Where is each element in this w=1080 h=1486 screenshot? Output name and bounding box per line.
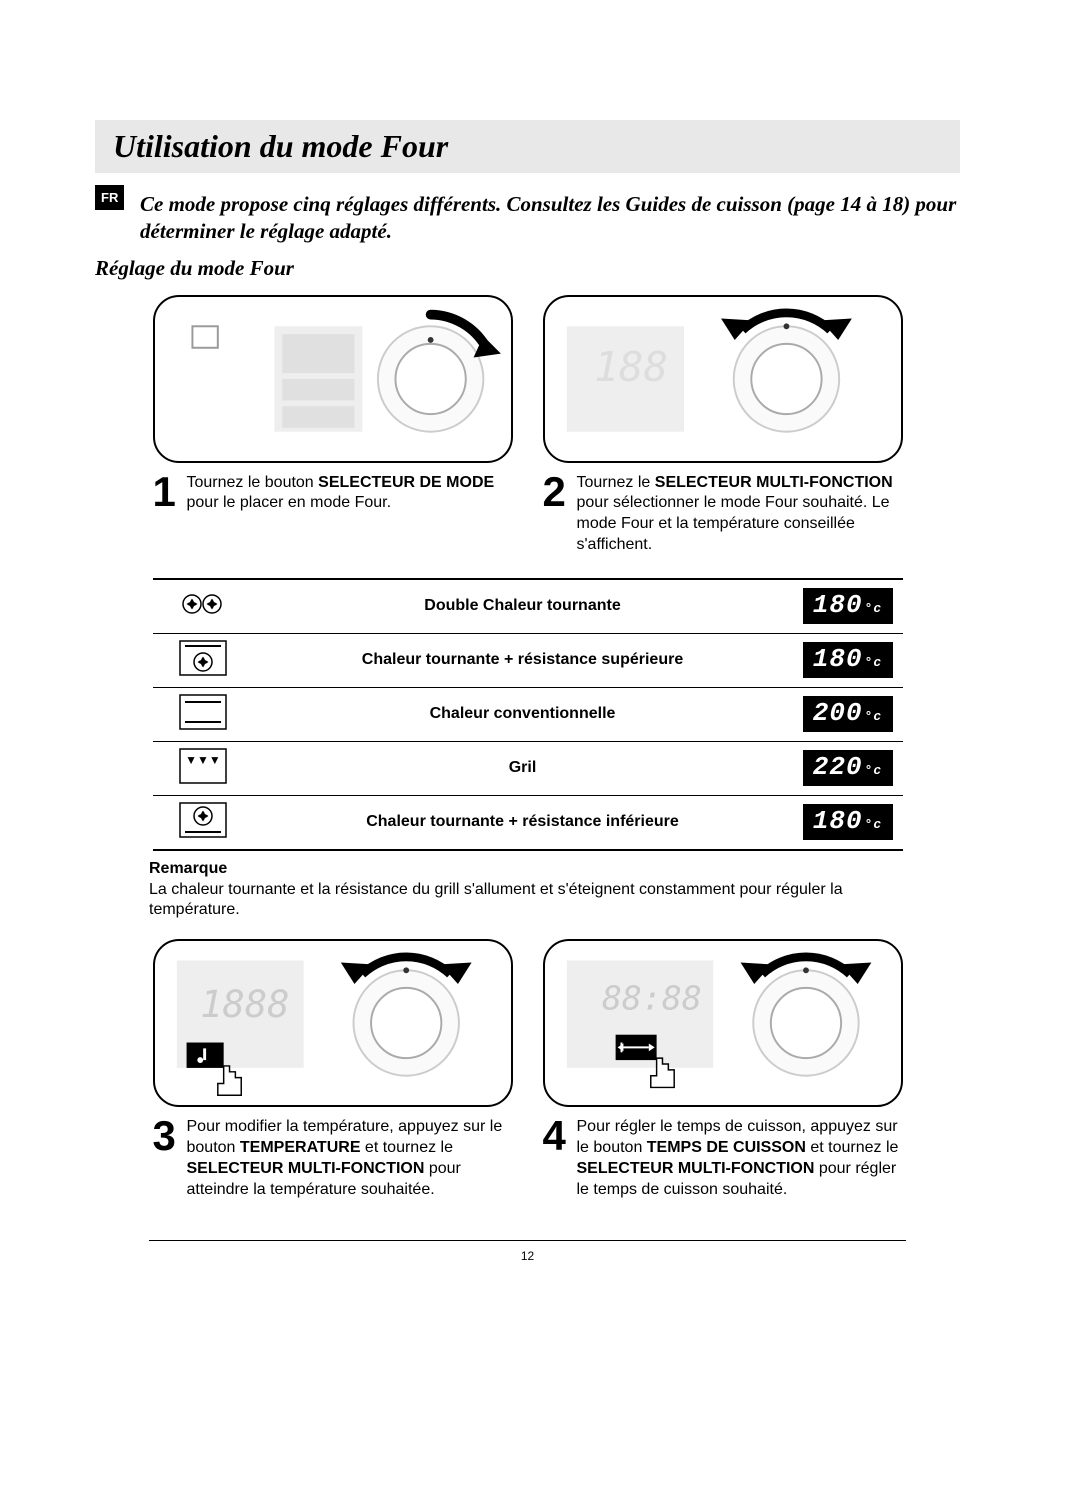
intro-text: Ce mode propose cinq réglages différents… — [140, 191, 960, 246]
mode-icon-cell — [153, 795, 253, 850]
step-3-text: Pour modifier la température, appuyez su… — [187, 1117, 513, 1200]
page-number: 12 — [95, 1249, 960, 1263]
mode-label-cell: Chaleur conventionnelle — [253, 687, 793, 741]
temp-display: 200°c — [803, 696, 893, 732]
step-1-text: Tournez le bouton SELECTEUR DE MODE pour… — [187, 473, 513, 556]
step-number: 1 — [153, 473, 179, 556]
temp-display: 220°c — [803, 750, 893, 786]
table-row: Double Chaleur tournante 180°c — [153, 579, 903, 634]
table-row: Chaleur tournante + résistance supérieur… — [153, 633, 903, 687]
language-tag: FR — [95, 185, 124, 210]
title-bar: Utilisation du mode Four — [95, 120, 960, 173]
dial-row-2: 1888 88:88 — [95, 939, 960, 1107]
mode-temp-cell: 220°c — [793, 741, 903, 795]
mode-label-cell: Chaleur tournante + résistance supérieur… — [253, 633, 793, 687]
step-row-1: 1 Tournez le bouton SELECTEUR DE MODE po… — [95, 473, 960, 556]
footer-rule — [149, 1240, 906, 1241]
mode-temp-cell: 200°c — [793, 687, 903, 741]
fan-bottom-icon — [179, 825, 227, 842]
step-2-text: Tournez le SELECTEUR MULTI-FONCTION pour… — [577, 473, 903, 556]
mode-icon-cell — [153, 579, 253, 634]
dial-figure-3: 1888 — [153, 939, 513, 1107]
note-block: Remarque La chaleur tournante et la rési… — [149, 859, 906, 921]
mode-label-cell: Double Chaleur tournante — [253, 579, 793, 634]
mode-temp-cell: 180°c — [793, 633, 903, 687]
step-1: 1 Tournez le bouton SELECTEUR DE MODE po… — [153, 473, 513, 556]
table-row: Chaleur tournante + résistance inférieur… — [153, 795, 903, 850]
svg-text:1888: 1888 — [200, 983, 289, 1026]
table-row: ▼▼▼ Gril 220°c — [153, 741, 903, 795]
step-3: 3 Pour modifier la température, appuyez … — [153, 1117, 513, 1200]
temp-display: 180°c — [803, 588, 893, 624]
multi-function-dial-icon: 188 — [545, 297, 901, 461]
double-fan-icon — [177, 609, 229, 626]
svg-text:188: 188 — [594, 343, 668, 391]
mode-temp-cell: 180°c — [793, 795, 903, 850]
dial-figure-1 — [153, 295, 513, 463]
step-2: 2 Tournez le SELECTEUR MULTI-FONCTION po… — [543, 473, 903, 556]
step-4: 4 Pour régler le temps de cuisson, appuy… — [543, 1117, 903, 1200]
mode-label-cell: Chaleur tournante + résistance inférieur… — [253, 795, 793, 850]
temp-display: 180°c — [803, 804, 893, 840]
step-4-text: Pour régler le temps de cuisson, appuyez… — [577, 1117, 903, 1200]
subheading: Réglage du mode Four — [95, 256, 960, 281]
page-title: Utilisation du mode Four — [113, 128, 942, 165]
oven-modes-table: Double Chaleur tournante 180°c Chaleur t… — [153, 578, 903, 851]
mode-icon-cell — [153, 687, 253, 741]
dial-figure-4: 88:88 — [543, 939, 903, 1107]
dial-row-1: 188 — [95, 295, 960, 463]
mode-icon-cell — [153, 633, 253, 687]
grill-icon: ▼▼▼ — [179, 771, 227, 788]
svg-text:▼▼▼: ▼▼▼ — [185, 753, 221, 767]
manual-page: Utilisation du mode Four FR Ce mode prop… — [0, 0, 1080, 1323]
fan-top-icon — [179, 663, 227, 680]
step-number: 2 — [543, 473, 569, 556]
table-row: Chaleur conventionnelle 200°c — [153, 687, 903, 741]
mode-label-cell: Gril — [253, 741, 793, 795]
step-number: 4 — [543, 1117, 569, 1200]
mode-temp-cell: 180°c — [793, 579, 903, 634]
mode-selector-dial-icon — [155, 297, 511, 461]
temperature-dial-icon: 1888 — [155, 941, 511, 1105]
step-number: 3 — [153, 1117, 179, 1200]
conv-icon — [179, 717, 227, 734]
dial-figure-2: 188 — [543, 295, 903, 463]
step-row-2: 3 Pour modifier la température, appuyez … — [95, 1117, 960, 1200]
mode-icon-cell: ▼▼▼ — [153, 741, 253, 795]
note-title: Remarque — [149, 859, 906, 880]
temp-display: 180°c — [803, 642, 893, 678]
svg-text:88:88: 88:88 — [601, 979, 701, 1018]
note-body: La chaleur tournante et la résistance du… — [149, 881, 843, 919]
cook-time-dial-icon: 88:88 — [545, 941, 901, 1105]
